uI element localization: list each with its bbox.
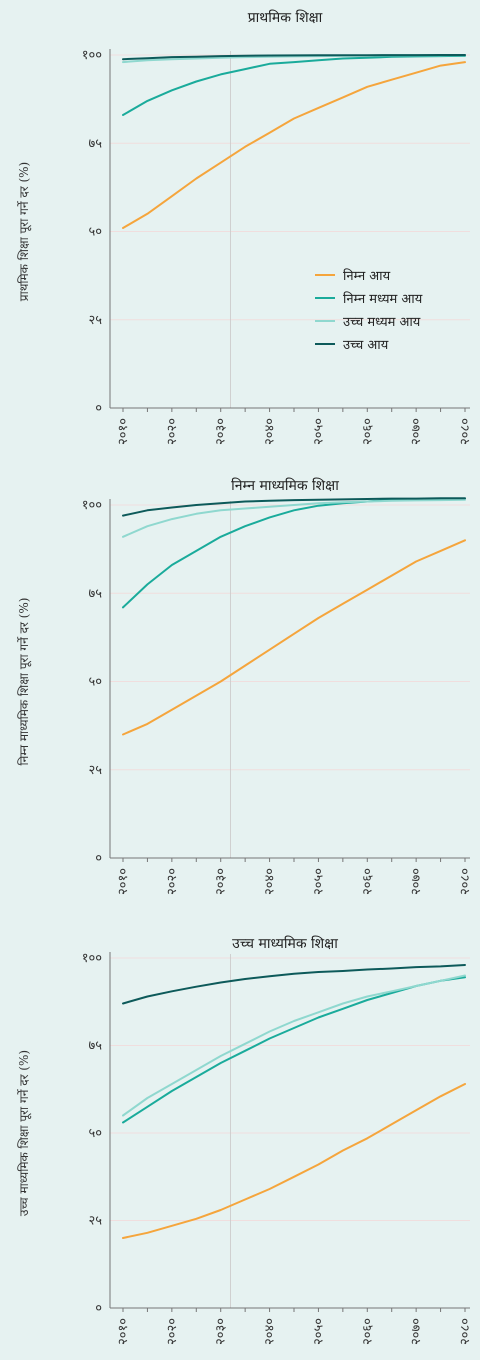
chart-panel-1: प्राथमिक शिक्षा प्राथमिक शिक्षा पूरा गर्न… (17, 9, 473, 445)
y-tick-label: ५० (88, 225, 102, 240)
x-tick-label: २०२० (165, 418, 180, 445)
x-tick-label: २०६० (360, 1318, 375, 1345)
y-axis-label: उच्च माध्यमिक शिक्षा पूरा गर्ने दर (%) (17, 1050, 32, 1216)
y-tick-label: १०० (82, 48, 102, 63)
series-line-2 (122, 54, 466, 116)
x-tick-label: २०२० (165, 1318, 180, 1345)
x-tick-label: २०८० (458, 868, 473, 895)
y-tick-label: २५ (88, 1214, 102, 1229)
y-tick-label: ० (95, 401, 102, 416)
series-line-2 (122, 976, 466, 1124)
series-line-3 (122, 498, 466, 538)
y-tick-label: ५० (88, 675, 102, 690)
x-tick-label: २०५० (311, 1318, 326, 1345)
y-tick-label: २५ (88, 763, 102, 778)
y-tick-label: २५ (88, 313, 102, 328)
x-tick-label: २०१० (116, 868, 131, 895)
y-tick-label: ० (95, 1301, 102, 1316)
series-line-4 (122, 964, 466, 1005)
x-tick-label: २०६० (360, 868, 375, 895)
y-tick-label: १०० (82, 951, 102, 966)
chart-panel-2: निम्न माध्यमिक शिक्षा निम्न माध्यमिक शिक्… (17, 477, 473, 895)
x-tick-label: २०६० (360, 418, 375, 445)
legend-label: उच्च आय (343, 338, 389, 353)
legend: निम्न आय निम्न मध्यम आय उच्च मध्यम आय उच्च … (315, 268, 423, 353)
y-tick-label: ७५ (88, 586, 102, 601)
series-line-4 (122, 497, 466, 517)
x-tick-label: २०२० (165, 868, 180, 895)
x-tick-label: २०३० (214, 1318, 229, 1345)
y-axis-label: निम्न माध्यमिक शिक्षा पूरा गर्ने दर (%) (17, 598, 32, 766)
x-tick-label: २०१० (116, 1318, 131, 1345)
series-line-3 (122, 974, 466, 1117)
chart-title: निम्न माध्यमिक शिक्षा (231, 477, 339, 494)
chart-title: उच्च माध्यमिक शिक्षा (232, 935, 338, 952)
x-tick-label: २०४० (263, 418, 278, 445)
x-tick-label: २०३० (214, 868, 229, 895)
x-tick-label: २०८० (458, 1318, 473, 1345)
series-line-1 (122, 1083, 466, 1239)
legend-label: निम्न मध्यम आय (343, 291, 423, 307)
x-tick-label: २०७० (409, 418, 424, 445)
series-line-2 (122, 497, 466, 609)
x-tick-label: २०७० (409, 1318, 424, 1345)
y-tick-label: १०० (82, 498, 102, 513)
x-tick-label: २०५० (311, 418, 326, 445)
x-tick-label: २०८० (458, 418, 473, 445)
x-tick-label: २०१० (116, 418, 131, 445)
legend-label: उच्च मध्यम आय (343, 315, 421, 330)
y-axis-label: प्राथमिक शिक्षा पूरा गर्ने दर (%) (17, 162, 32, 301)
y-tick-label: ७५ (88, 136, 102, 151)
x-tick-label: २०३० (214, 418, 229, 445)
x-tick-label: २०५० (311, 868, 326, 895)
legend-label: निम्न आय (343, 268, 391, 284)
series-line-1 (122, 539, 466, 736)
series-line-4 (122, 54, 466, 61)
y-tick-label: ५० (88, 1126, 102, 1141)
chart-panel-3: उच्च माध्यमिक शिक्षा उच्च माध्यमिक शिक्षा… (17, 935, 473, 1345)
y-tick-label: ० (95, 851, 102, 866)
x-tick-label: २०४० (263, 1318, 278, 1345)
x-tick-label: २०७० (409, 868, 424, 895)
x-tick-label: २०४० (263, 868, 278, 895)
series-line-1 (122, 61, 466, 229)
chart-title: प्राथमिक शिक्षा (248, 9, 323, 26)
y-tick-label: ७५ (88, 1039, 102, 1054)
